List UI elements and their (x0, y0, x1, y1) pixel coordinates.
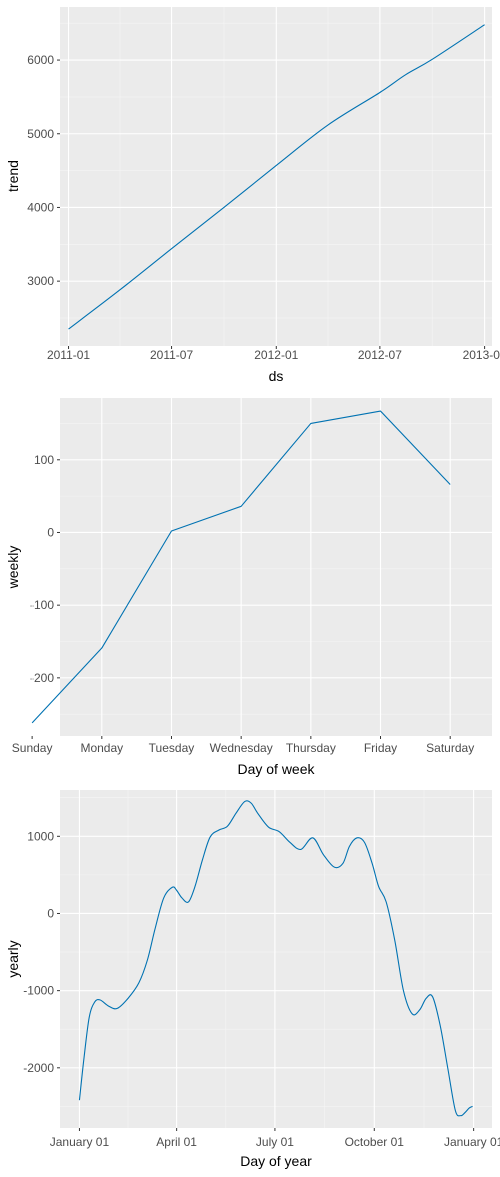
x-tick-label: January 01 (444, 1135, 500, 1149)
y-tick-label: 4000 (27, 200, 54, 214)
x-tick-label: Wednesday (210, 741, 273, 755)
x-tick-label: April 01 (156, 1135, 197, 1149)
x-tick-label: July 01 (256, 1135, 294, 1149)
x-tick-label: October 01 (345, 1135, 405, 1149)
y-tick-label: 1000 (27, 829, 54, 843)
x-tick-label: Sunday (12, 741, 53, 755)
y-tick-label: 3000 (27, 274, 54, 288)
y-tick-label: -2000 (23, 1061, 54, 1075)
y-axis-title: weekly (5, 546, 21, 590)
series-line-weekly (31, 410, 451, 724)
x-tick-label: 2013-01 (463, 348, 500, 362)
x-tick-label: 2012-07 (358, 348, 402, 362)
x-tick-label: 2012-01 (254, 348, 298, 362)
chart-panel-1: 3000 4000 5000 6000 2011-01 2011-07 2012-01 201… (5, 7, 500, 384)
y-tick-label: 5000 (27, 127, 54, 141)
panel-background (60, 398, 492, 736)
x-axis-title: ds (269, 368, 284, 384)
x-tick-label: Monday (80, 741, 123, 755)
y-tick-label: -100 (30, 598, 54, 612)
x-tick-label: Saturday (426, 741, 474, 755)
x-axis-title: Day of year (240, 1153, 312, 1169)
y-tick-label: 0 (47, 906, 54, 920)
panel-background (60, 790, 492, 1128)
x-tick-label: Thursday (286, 741, 336, 755)
series-line-trend (68, 24, 485, 330)
y-tick-label: 6000 (27, 53, 54, 67)
chart-panel-2: -200 -100 0 100 Sunday Monday Tuesday Wednesday… (5, 398, 492, 777)
x-tick-label: 2011-07 (150, 348, 193, 362)
y-axis-title: trend (5, 160, 21, 192)
x-tick-label: Friday (364, 741, 397, 755)
x-tick-label: Tuesday (149, 741, 195, 755)
y-tick-label: 100 (34, 453, 54, 467)
x-tick-label: January 01 (50, 1135, 110, 1149)
x-axis-title: Day of week (237, 761, 315, 777)
chart-panel-3: -2000 -1000 0 1000 January 01 April 01 July 01… (5, 790, 500, 1169)
y-tick-label: -200 (30, 671, 54, 685)
y-axis-title: yearly (5, 940, 21, 977)
x-tick-label: 2011-01 (47, 348, 90, 362)
y-tick-label: -1000 (23, 984, 54, 998)
series-line-yearly (78, 800, 473, 1117)
y-tick-label: 0 (47, 525, 54, 539)
